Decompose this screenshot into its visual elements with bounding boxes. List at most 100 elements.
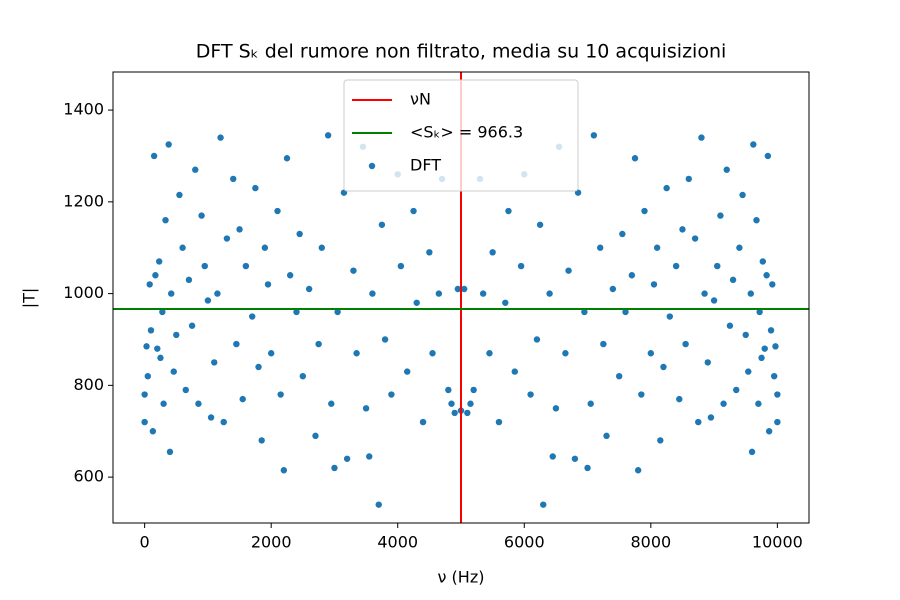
point xyxy=(146,281,153,288)
point xyxy=(331,464,338,472)
point xyxy=(375,501,382,508)
point xyxy=(173,331,180,339)
point xyxy=(486,350,493,357)
x-axis-label: ν (Hz) xyxy=(438,568,485,587)
point xyxy=(540,501,547,508)
point xyxy=(429,350,436,357)
point xyxy=(445,386,452,394)
point xyxy=(242,262,250,270)
point xyxy=(527,391,534,398)
point xyxy=(162,216,169,224)
point xyxy=(756,308,763,316)
legend-label: DFT xyxy=(410,156,441,175)
point xyxy=(753,216,760,224)
point xyxy=(622,308,629,316)
point xyxy=(324,132,332,139)
point xyxy=(157,354,164,362)
point xyxy=(293,308,300,316)
legend-swatch xyxy=(368,162,376,170)
point xyxy=(739,191,746,199)
point xyxy=(217,134,224,141)
point xyxy=(388,391,395,398)
point xyxy=(769,281,776,288)
point xyxy=(615,372,623,380)
point xyxy=(745,368,752,375)
point xyxy=(581,308,588,316)
point xyxy=(657,437,664,444)
point xyxy=(185,276,193,284)
point xyxy=(195,400,202,407)
point xyxy=(533,336,541,343)
point xyxy=(549,453,556,460)
point xyxy=(280,467,288,474)
x-tick-label: 6000 xyxy=(504,533,545,552)
point xyxy=(774,391,781,398)
point xyxy=(479,290,487,297)
point xyxy=(517,262,525,270)
point xyxy=(647,350,655,357)
point xyxy=(685,175,692,183)
point xyxy=(448,400,455,407)
point xyxy=(495,418,503,426)
point xyxy=(249,313,256,320)
legend-box xyxy=(343,79,579,192)
point xyxy=(166,448,174,456)
point xyxy=(733,386,740,394)
point xyxy=(590,132,598,139)
point xyxy=(600,340,607,348)
point xyxy=(362,405,370,412)
chart-title: DFT Sₖ del rumore non filtrato, media su… xyxy=(196,41,727,63)
point xyxy=(353,350,360,357)
point xyxy=(328,400,335,407)
point xyxy=(726,322,734,329)
point xyxy=(460,285,468,293)
point xyxy=(296,230,303,238)
point xyxy=(144,372,151,380)
point xyxy=(154,345,161,352)
point xyxy=(350,267,357,274)
x-tick-label: 4000 xyxy=(377,533,418,552)
point xyxy=(698,134,705,141)
x-tick-label: 10000 xyxy=(752,533,803,552)
point xyxy=(676,395,683,403)
point xyxy=(236,226,243,233)
point xyxy=(672,262,680,270)
point xyxy=(366,453,373,460)
point xyxy=(666,313,673,320)
point xyxy=(141,418,148,426)
point xyxy=(318,244,325,251)
x-tick-label: 0 xyxy=(140,533,150,552)
point xyxy=(562,350,569,357)
point xyxy=(631,155,639,162)
point xyxy=(609,285,617,293)
point xyxy=(774,418,781,426)
point xyxy=(220,418,227,426)
point xyxy=(159,308,166,316)
point xyxy=(759,258,767,265)
x-tick-label: 8000 xyxy=(630,533,671,552)
point xyxy=(691,235,699,242)
point xyxy=(729,276,737,284)
point xyxy=(723,166,730,173)
point xyxy=(682,340,689,348)
point xyxy=(511,368,518,375)
point xyxy=(305,285,313,293)
point xyxy=(565,267,572,274)
point xyxy=(267,350,275,357)
point xyxy=(454,285,462,293)
point xyxy=(641,207,648,215)
point xyxy=(505,207,512,215)
y-axis-label: |T| xyxy=(20,288,39,309)
point xyxy=(274,207,281,215)
point xyxy=(502,299,509,306)
point xyxy=(736,244,743,251)
point xyxy=(634,467,642,474)
point xyxy=(435,290,443,297)
point xyxy=(343,455,351,462)
y-tick-label: 800 xyxy=(73,375,104,394)
point xyxy=(230,175,237,183)
point xyxy=(150,152,158,160)
point xyxy=(470,386,477,394)
point xyxy=(584,464,591,472)
point xyxy=(252,184,259,192)
